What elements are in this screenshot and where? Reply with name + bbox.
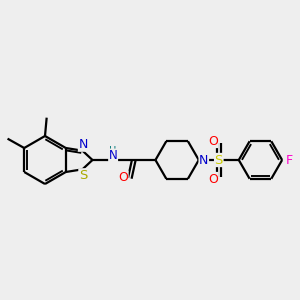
Text: F: F <box>286 154 293 166</box>
Text: H: H <box>110 146 117 156</box>
Text: N: N <box>109 149 118 162</box>
Text: N: N <box>78 138 88 151</box>
Text: S: S <box>214 154 223 166</box>
Text: O: O <box>208 172 218 185</box>
Text: N: N <box>199 154 208 166</box>
Text: O: O <box>118 171 128 184</box>
Text: S: S <box>79 169 87 182</box>
Text: O: O <box>208 134 218 148</box>
